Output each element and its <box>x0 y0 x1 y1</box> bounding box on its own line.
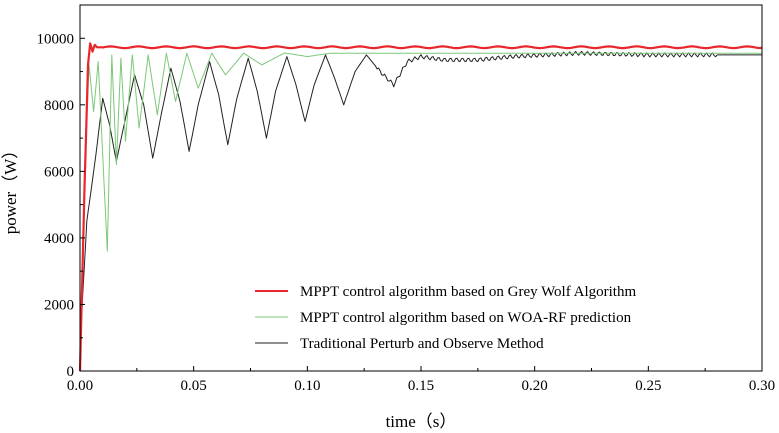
y-tick-label: 8000 <box>44 98 74 114</box>
x-tick-label: 0.00 <box>67 378 93 394</box>
x-tick-label: 0.20 <box>522 378 548 394</box>
y-tick-label: 10000 <box>37 31 75 47</box>
x-tick-label: 0.10 <box>294 378 320 394</box>
y-tick-label: 2000 <box>44 297 74 313</box>
series-line-perturb-observe <box>79 50 762 345</box>
y-tick-label: 0 <box>67 364 75 380</box>
y-axis-ticks: 0 2000 4000 6000 8000 10000 <box>37 31 85 380</box>
series-layer <box>78 42 763 372</box>
x-tick-label: 0.15 <box>408 378 434 394</box>
x-tick-label: 0.05 <box>181 378 207 394</box>
legend: MPPT control algorithm based on Grey Wol… <box>255 284 636 352</box>
y-axis-label: power（W） <box>1 142 20 235</box>
x-axis-label: time（s） <box>386 412 457 431</box>
x-tick-label: 0.25 <box>635 378 661 394</box>
y-tick-label: 4000 <box>44 231 74 247</box>
x-axis-ticks: 0.00 0.05 0.10 0.15 0.20 0.25 0.30 <box>67 366 775 394</box>
y-tick-label: 6000 <box>44 164 74 180</box>
series-line-grey-wolf <box>78 42 763 372</box>
x-tick-label: 0.30 <box>749 378 775 394</box>
legend-label: MPPT control algorithm based on WOA-RF p… <box>300 310 632 326</box>
legend-label: MPPT control algorithm based on Grey Wol… <box>300 284 636 300</box>
legend-label: Traditional Perturb and Observe Method <box>300 336 544 352</box>
series-line-woa-rf <box>79 52 762 372</box>
plot-background <box>80 5 762 371</box>
